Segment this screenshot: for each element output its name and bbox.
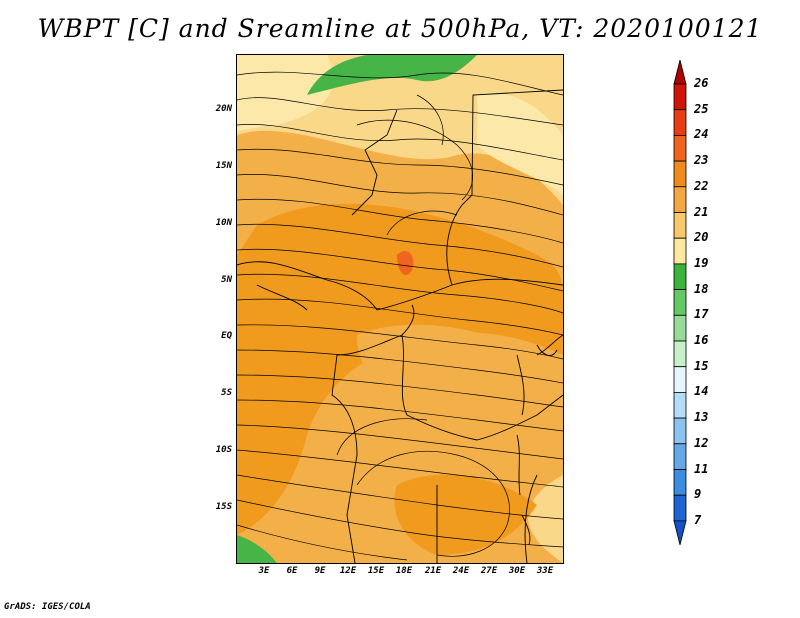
lon-label-9e: 9E — [314, 566, 326, 576]
lat-label-10s: 10S — [215, 445, 232, 455]
lon-label-24e: 24E — [452, 566, 470, 576]
map-panel — [236, 54, 564, 564]
colorbar-label: 14 — [694, 384, 709, 399]
colorbar-segment — [673, 289, 687, 316]
colorbar-label: 20 — [694, 230, 709, 245]
lon-label-12e: 12E — [339, 566, 357, 576]
colorbar-label: 7 — [694, 512, 702, 527]
colorbar-segment — [673, 417, 687, 445]
colorbar-segment — [673, 109, 687, 136]
colorbar-segment — [673, 469, 687, 496]
wbpt-field-17-north — [307, 55, 477, 95]
colorbar-segment — [673, 60, 687, 85]
colorbar-segment — [673, 263, 687, 290]
colorbar-segment — [673, 391, 687, 419]
lat-label-10n: 10N — [215, 218, 232, 228]
colorbar-segment — [673, 83, 687, 111]
colorbar-label: 15 — [694, 358, 709, 373]
colorbar-segment — [673, 520, 687, 545]
streamlines — [237, 71, 563, 561]
lon-label-30e: 30E — [508, 566, 526, 576]
lon-label-21e: 21E — [424, 566, 442, 576]
colorbar-label: 16 — [694, 333, 709, 347]
colorbar-segment — [673, 494, 687, 522]
colorbar-label: 26 — [694, 76, 709, 90]
map-canvas — [237, 55, 563, 563]
lon-label-3e: 3E — [258, 566, 270, 576]
colorbar-segment — [673, 340, 687, 368]
lon-label-27e: 27E — [480, 566, 498, 576]
chart-title: WBPT [C] and Sreamline at 500hPa, VT: 20… — [37, 14, 763, 43]
wbpt-field-22 — [237, 203, 563, 535]
wbpt-field-19-east — [477, 93, 563, 195]
colorbar-segment — [673, 212, 687, 239]
colorbar-label: 9 — [694, 487, 702, 502]
lat-label-15s: 15S — [215, 502, 232, 512]
wbpt-field-17-south — [237, 535, 277, 563]
wbpt-field-23 — [397, 250, 414, 275]
colorbar-segment — [673, 366, 687, 393]
colorbar-label: 13 — [694, 410, 709, 425]
colorbar-label: 19 — [694, 255, 709, 270]
colorbar-label: 12 — [694, 435, 709, 450]
lat-label-15n: 15N — [215, 161, 232, 171]
colorbar-label: 17 — [694, 307, 709, 322]
colorbar-segment — [673, 237, 687, 265]
credit-text: GrADS: IGES/COLA — [4, 602, 91, 612]
colorbar-label: 21 — [694, 204, 709, 219]
lat-label-5n: 5N — [221, 275, 232, 285]
colorbar-label: 11 — [694, 461, 709, 476]
wbpt-field-19-west — [237, 55, 334, 131]
lon-label-18e: 18E — [395, 566, 413, 576]
lat-label-eq: EQ — [221, 331, 232, 341]
colorbar-segment — [673, 443, 687, 470]
lat-label-5s: 5S — [221, 388, 232, 398]
colorbar — [673, 60, 687, 545]
lon-label-33e: 33E — [536, 566, 554, 576]
colorbar-label: 22 — [694, 178, 709, 193]
colorbar-label: 23 — [694, 153, 709, 168]
lon-label-6e: 6E — [286, 566, 298, 576]
colorbar-segment — [673, 186, 687, 213]
colorbar-segment — [673, 160, 687, 188]
lon-label-15e: 15E — [367, 566, 385, 576]
country-borders — [237, 89, 563, 563]
colorbar-label: 18 — [694, 281, 709, 296]
colorbar-segment — [673, 314, 687, 342]
colorbar-label: 25 — [694, 101, 709, 116]
lat-label-20n: 20N — [215, 104, 232, 114]
colorbar-label: 24 — [694, 127, 709, 142]
colorbar-segment — [673, 135, 687, 162]
